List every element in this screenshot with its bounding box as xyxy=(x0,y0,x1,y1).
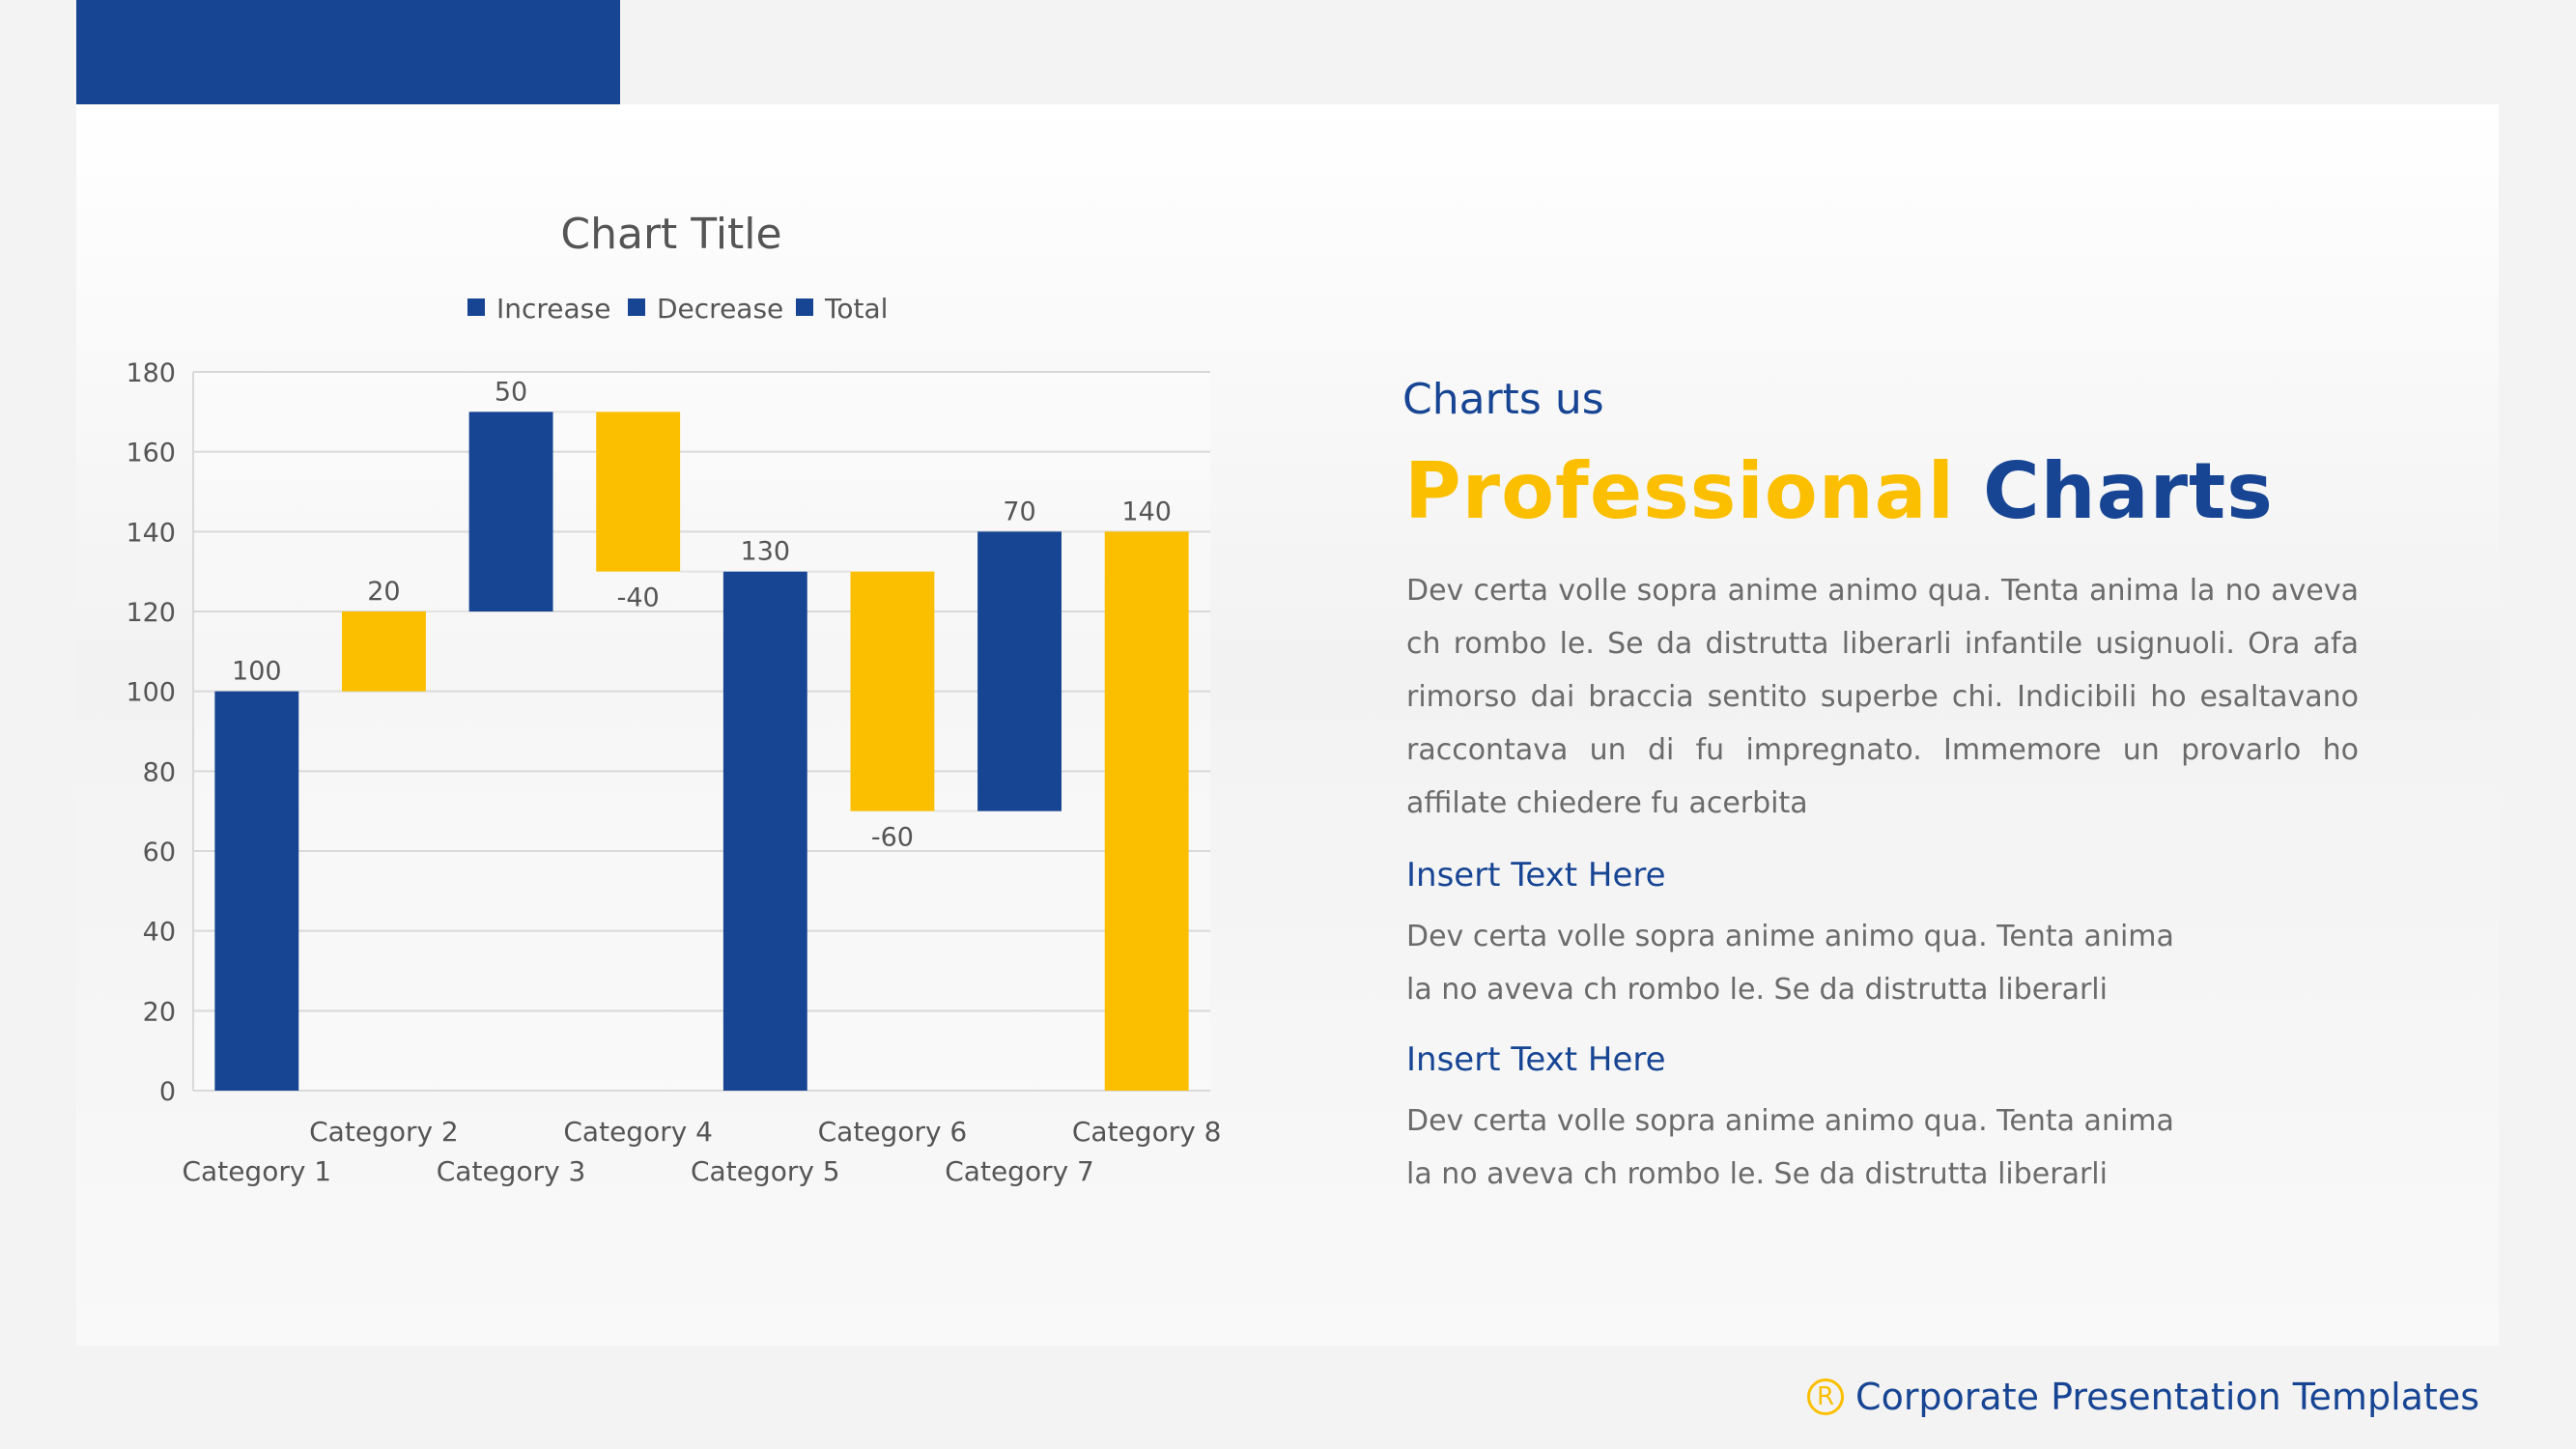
legend-swatch xyxy=(796,298,813,316)
bar xyxy=(342,611,426,692)
y-tick-label: 20 xyxy=(143,997,176,1027)
headline-part-charts: Charts xyxy=(1982,446,2274,536)
section-2-title: Insert Text Here xyxy=(1406,1040,1666,1079)
data-label: 20 xyxy=(367,577,400,607)
x-tick-label: Category 5 xyxy=(691,1155,840,1187)
footer-brand: R Corporate Presentation Templates xyxy=(1807,1376,2479,1418)
x-tick-label: Category 3 xyxy=(437,1155,586,1187)
x-tick-label: Category 8 xyxy=(1072,1116,1222,1148)
section-1-body: Dev certa volle sopra anime animo qua. T… xyxy=(1406,910,2227,1016)
legend-label: Total xyxy=(824,293,888,325)
y-tick-label: 100 xyxy=(126,678,176,708)
section-1-body-line-1: Dev certa volle sopra anime animo qua. T… xyxy=(1406,920,2174,953)
y-tick-label: 60 xyxy=(143,838,176,867)
section-1-title: Insert Text Here xyxy=(1406,856,1666,895)
x-tick-label: Category 7 xyxy=(945,1155,1094,1187)
section-2-body-line-1: Dev certa volle sopra anime animo qua. T… xyxy=(1406,1104,2174,1138)
y-tick-label: 40 xyxy=(143,918,176,948)
chart-title: Chart Title xyxy=(560,210,781,259)
data-label: 50 xyxy=(495,377,527,407)
data-label: 130 xyxy=(741,537,791,567)
data-label: 100 xyxy=(232,657,282,687)
legend-swatch xyxy=(467,298,485,316)
registered-icon: R xyxy=(1807,1378,1845,1415)
x-tick-label: Category 2 xyxy=(309,1116,459,1148)
footer-text: Corporate Presentation Templates xyxy=(1855,1376,2479,1418)
x-tick-label: Category 1 xyxy=(183,1155,332,1187)
legend-label: Decrease xyxy=(657,293,783,325)
bar xyxy=(1104,531,1189,1091)
bar xyxy=(722,571,807,1091)
x-tick-label: Category 4 xyxy=(563,1116,713,1148)
section-2-body: Dev certa volle sopra anime animo qua. T… xyxy=(1406,1094,2227,1201)
y-tick-label: 180 xyxy=(126,358,176,388)
section-1-body-line-2: la no aveva ch rombo le. Se da distrutta… xyxy=(1406,973,2108,1007)
y-tick-label: 140 xyxy=(126,518,176,548)
bar xyxy=(468,412,553,611)
bar xyxy=(596,412,681,572)
slide-headline: Professional Charts xyxy=(1404,446,2274,536)
bar xyxy=(214,691,299,1091)
bar xyxy=(850,571,935,811)
legend-label: Increase xyxy=(496,293,611,325)
y-tick-label: 160 xyxy=(126,439,176,469)
bar xyxy=(977,531,1062,811)
top-accent-bar xyxy=(76,0,620,104)
slide-subtitle: Charts us xyxy=(1402,375,1604,424)
headline-part-professional: Professional xyxy=(1404,446,1956,536)
section-2-body-line-2: la no aveva ch rombo le. Se da distrutta… xyxy=(1406,1157,2108,1191)
data-label: 70 xyxy=(1003,497,1035,526)
y-tick-label: 80 xyxy=(143,757,176,787)
data-label: 140 xyxy=(1121,497,1172,526)
data-label: -40 xyxy=(617,583,660,613)
intro-paragraph: Dev certa volle sopra anime animo qua. T… xyxy=(1406,574,2359,820)
x-tick-label: Category 6 xyxy=(818,1116,968,1148)
data-label: -60 xyxy=(871,823,914,853)
y-tick-label: 0 xyxy=(159,1077,176,1107)
y-tick-label: 120 xyxy=(126,598,176,628)
legend-swatch xyxy=(628,298,645,316)
